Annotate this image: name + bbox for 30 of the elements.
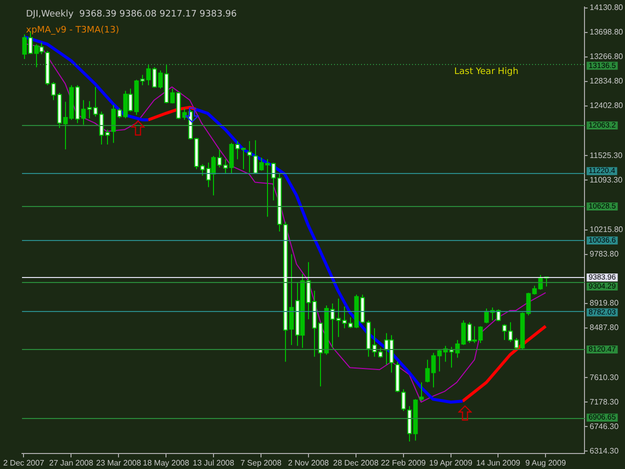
y-tick-label: 13266.80 [590, 52, 624, 61]
y-tick-label: 9783.80 [590, 250, 620, 259]
y-tick-label: 12834.80 [590, 76, 624, 86]
x-tick-label: 28 Dec 2008 [333, 458, 380, 468]
annotation: Last Year High [454, 67, 518, 78]
y-tick-label: 11093.30 [590, 175, 623, 184]
y-tick-label: 10215.80 [590, 225, 624, 234]
x-tick-label: 13 Jul 2008 [192, 458, 235, 468]
x-tick-label: 14 Jun 2009 [476, 458, 521, 468]
y-tick-label: 8919.80 [590, 298, 620, 308]
x-tick-label: 2 Nov 2008 [288, 458, 330, 468]
x-tick-label: 7 Sep 2008 [240, 458, 282, 468]
y-tick-label: 11525.30 [590, 150, 623, 160]
y-tick-label: 14130.80 [590, 2, 624, 12]
x-tick-label: 2 Dec 2007 [3, 458, 45, 468]
x-tick-label: 23 Mar 2008 [96, 458, 142, 468]
y-tick-label: 7178.30 [590, 397, 620, 406]
x-tick-label: 18 May 2008 [142, 458, 190, 468]
y-tick-label: 6746.30 [590, 422, 620, 431]
y-tick-label: 6314.30 [590, 446, 620, 456]
y-tick-label: 8487.80 [590, 323, 620, 332]
x-tick-label: 27 Jan 2008 [49, 458, 94, 468]
chart-title: DJI,Weekly 9368.39 9386.08 9217.17 9383.96 [26, 10, 238, 20]
x-tick-label: 22 Feb 2009 [380, 458, 426, 468]
y-tick-label: 12402.80 [590, 101, 624, 110]
y-tick-label: 7610.30 [590, 372, 620, 382]
y-tick-label: 13698.80 [590, 27, 624, 36]
x-tick-label: 19 Apr 2009 [429, 458, 473, 468]
text: xpMA_v9 - T3MA(13) [26, 26, 120, 36]
x-tick-label: 9 Aug 2009 [525, 458, 566, 468]
